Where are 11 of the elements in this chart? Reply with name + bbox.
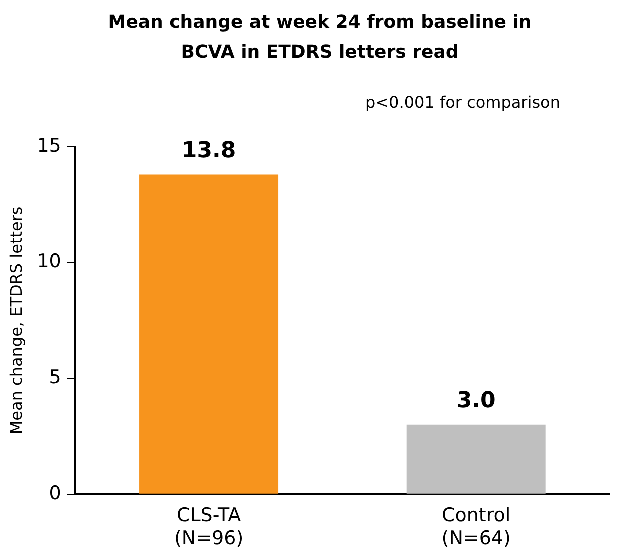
- y-tick-label: 5: [49, 366, 62, 389]
- x-tick-label: CLS-TA (N=96): [174, 504, 244, 550]
- y-axis-title: Mean change, ETDRS letters: [6, 206, 26, 435]
- data-label: 3.0: [456, 388, 496, 414]
- y-tick-label: 15: [37, 134, 62, 157]
- text: p<0.001 for comparison: [365, 93, 560, 112]
- data-label: 13.8: [182, 138, 236, 164]
- y-tick-label: 0: [49, 482, 62, 504]
- chart-title: Mean change at week 24 from baseline in BCVA in ETDRS letters read: [107, 11, 533, 65]
- y-tick-label: 10: [37, 250, 62, 273]
- x-tick-label: Control (N=64): [442, 504, 511, 550]
